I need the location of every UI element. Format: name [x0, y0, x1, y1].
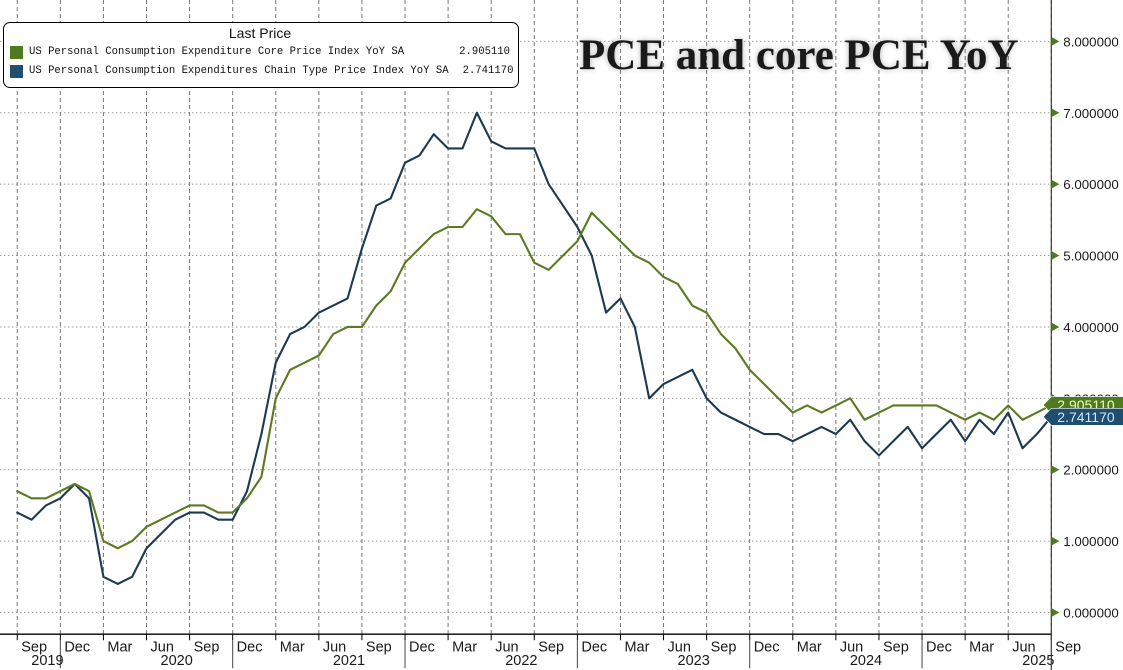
svg-text:2021: 2021 — [333, 653, 365, 669]
svg-text:Dec: Dec — [409, 640, 435, 656]
svg-text:Mar: Mar — [107, 640, 132, 656]
svg-text:2.741170: 2.741170 — [1057, 409, 1115, 425]
svg-text:5.000000: 5.000000 — [1063, 249, 1118, 264]
svg-text:Sep: Sep — [1055, 640, 1081, 656]
svg-text:Dec: Dec — [754, 640, 780, 656]
svg-text:Sep: Sep — [194, 640, 220, 656]
svg-text:2019: 2019 — [31, 653, 63, 669]
svg-text:2022: 2022 — [505, 653, 537, 669]
svg-text:2020: 2020 — [161, 653, 193, 669]
svg-text:Mar: Mar — [797, 640, 822, 656]
svg-text:Mar: Mar — [969, 640, 994, 656]
svg-text:Mar: Mar — [452, 640, 477, 656]
svg-text:2023: 2023 — [678, 653, 710, 669]
svg-text:8.000000: 8.000000 — [1063, 34, 1118, 49]
svg-text:2.000000: 2.000000 — [1063, 463, 1118, 478]
svg-text:Mar: Mar — [624, 640, 649, 656]
svg-text:0.000000: 0.000000 — [1063, 606, 1118, 621]
svg-text:Sep: Sep — [366, 640, 392, 656]
svg-text:Sep: Sep — [538, 640, 564, 656]
svg-text:Mar: Mar — [280, 640, 305, 656]
svg-text:2025: 2025 — [1022, 653, 1054, 669]
svg-text:7.000000: 7.000000 — [1063, 106, 1118, 121]
svg-text:Sep: Sep — [883, 640, 909, 656]
svg-text:2024: 2024 — [850, 653, 882, 669]
svg-text:Dec: Dec — [926, 640, 952, 656]
svg-text:4.000000: 4.000000 — [1063, 320, 1118, 335]
svg-text:1.000000: 1.000000 — [1063, 534, 1118, 549]
svg-text:Dec: Dec — [64, 640, 90, 656]
svg-text:6.000000: 6.000000 — [1063, 177, 1118, 192]
svg-text:Dec: Dec — [581, 640, 607, 656]
svg-text:Sep: Sep — [711, 640, 737, 656]
svg-text:Dec: Dec — [237, 640, 263, 656]
